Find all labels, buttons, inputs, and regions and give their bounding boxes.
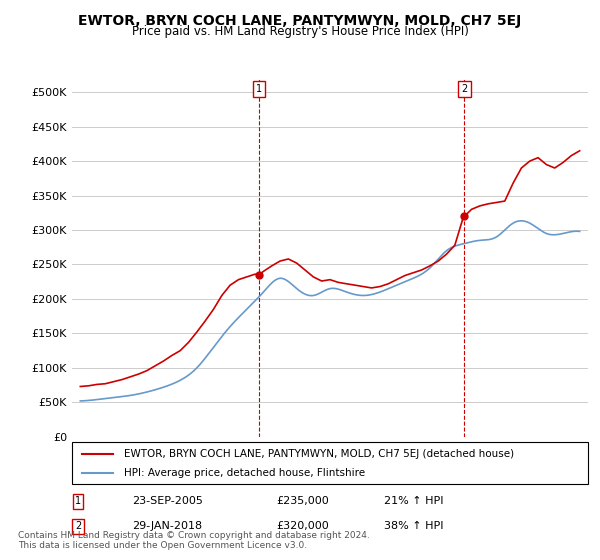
- Text: 2: 2: [461, 84, 467, 94]
- Text: 21% ↑ HPI: 21% ↑ HPI: [384, 496, 443, 506]
- Text: Contains HM Land Registry data © Crown copyright and database right 2024.
This d: Contains HM Land Registry data © Crown c…: [18, 530, 370, 550]
- FancyBboxPatch shape: [72, 442, 588, 484]
- Text: EWTOR, BRYN COCH LANE, PANTYMWYN, MOLD, CH7 5EJ: EWTOR, BRYN COCH LANE, PANTYMWYN, MOLD, …: [79, 14, 521, 28]
- Text: Price paid vs. HM Land Registry's House Price Index (HPI): Price paid vs. HM Land Registry's House …: [131, 25, 469, 38]
- Text: 1: 1: [75, 496, 81, 506]
- Text: 38% ↑ HPI: 38% ↑ HPI: [384, 521, 443, 531]
- Text: EWTOR, BRYN COCH LANE, PANTYMWYN, MOLD, CH7 5EJ (detached house): EWTOR, BRYN COCH LANE, PANTYMWYN, MOLD, …: [124, 449, 514, 459]
- Text: £235,000: £235,000: [276, 496, 329, 506]
- Text: 29-JAN-2018: 29-JAN-2018: [132, 521, 202, 531]
- Text: 2: 2: [75, 521, 81, 531]
- Text: HPI: Average price, detached house, Flintshire: HPI: Average price, detached house, Flin…: [124, 468, 365, 478]
- Text: 23-SEP-2005: 23-SEP-2005: [132, 496, 203, 506]
- Text: 1: 1: [256, 84, 262, 94]
- Text: £320,000: £320,000: [276, 521, 329, 531]
